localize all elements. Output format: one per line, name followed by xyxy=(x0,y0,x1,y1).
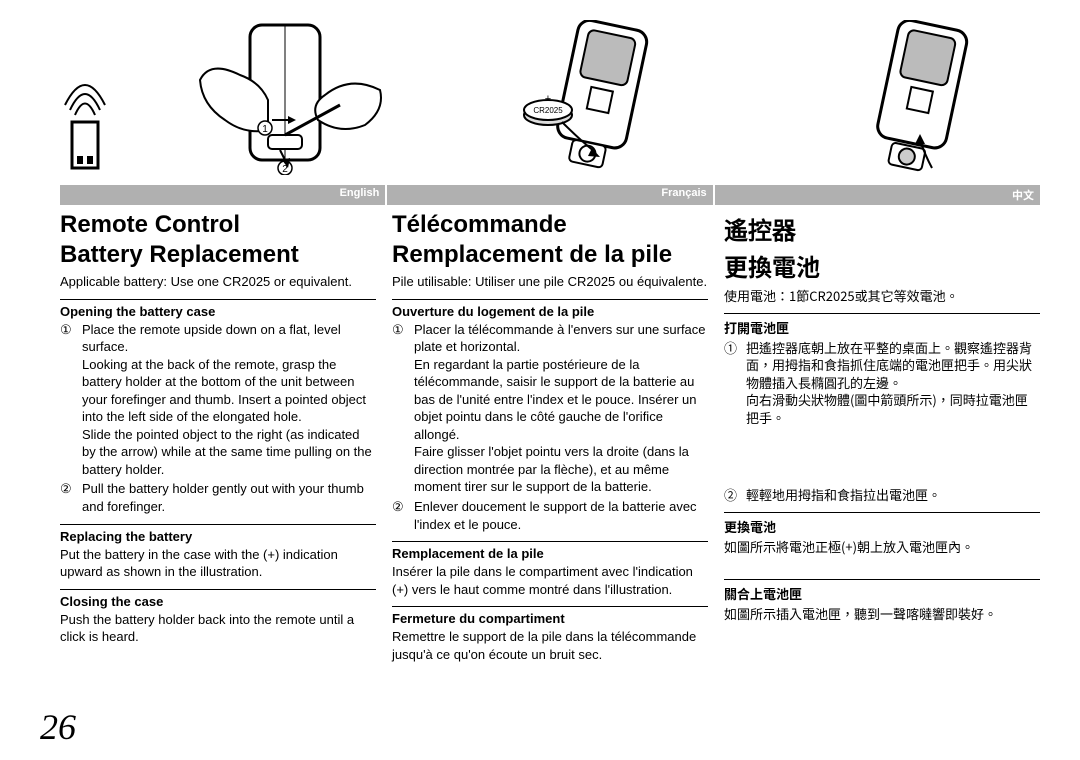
manual-page: 1 2 CR2025 + xyxy=(0,0,1080,681)
step-marker: ② xyxy=(60,480,76,515)
column-chinese: 遙控器 更換電池 使用電池：1節CR2025或其它等效電池。 打開電池匣 ①把遙… xyxy=(716,211,1040,671)
battery-replace-illustration: CR2025 + xyxy=(510,20,700,175)
open-remote-illustration: 1 2 xyxy=(190,20,390,175)
zh-sec1-step2: 輕輕地用拇指和食指拉出電池匣。 xyxy=(746,486,1040,504)
step-marker: ① xyxy=(60,321,76,479)
en-sec3-head: Closing the case xyxy=(60,594,376,609)
en-sec2-body: Put the battery in the case with the (+)… xyxy=(60,546,376,581)
fr-sec3-head: Fermeture du compartiment xyxy=(392,611,708,626)
fr-sec1-step2: Enlever doucement le support de la batte… xyxy=(414,498,708,533)
en-sec1-steps: ①Place the remote upside down on a flat,… xyxy=(60,321,376,516)
rule xyxy=(392,299,708,300)
en-sec1-step1: Place the remote upside down on a flat, … xyxy=(82,321,376,479)
rule xyxy=(60,299,376,300)
rule xyxy=(392,606,708,607)
step-marker: ① xyxy=(724,339,740,427)
en-title: Remote Control xyxy=(60,211,376,239)
rule xyxy=(60,524,376,525)
fr-sec2-body: Insérer la pile dans le compartiment ave… xyxy=(392,563,708,598)
fr-intro: Pile utilisable: Utiliser une pile CR202… xyxy=(392,273,708,291)
zh-sec1-head: 打開電池匣 xyxy=(724,318,1040,337)
fr-sec2-head: Remplacement de la pile xyxy=(392,546,708,561)
en-sec1-step2: Pull the battery holder gently out with … xyxy=(82,480,376,515)
en-sec1-head: Opening the battery case xyxy=(60,304,376,319)
lang-label-zh: 中文 xyxy=(715,185,1040,205)
illustration-row: 1 2 CR2025 + xyxy=(60,20,1040,175)
lang-label-en: English xyxy=(60,185,387,205)
zh-sec3-body: 如圖所示插入電池匣，聽到一聲喀噠響即裝好。 xyxy=(724,605,1040,623)
column-english: Remote Control Battery Replacement Appli… xyxy=(60,211,384,671)
svg-text:+: + xyxy=(545,93,551,105)
en-sec2-head: Replacing the battery xyxy=(60,529,376,544)
column-french: Télécommande Remplacement de la pile Pil… xyxy=(384,211,716,671)
page-number: 26 xyxy=(40,706,76,748)
fr-title: Télécommande xyxy=(392,211,708,239)
zh-subtitle: 更換電池 xyxy=(724,248,1040,283)
en-intro: Applicable battery: Use one CR2025 or eq… xyxy=(60,273,376,291)
signal-icon xyxy=(60,60,110,175)
svg-text:1: 1 xyxy=(262,124,268,135)
rule xyxy=(392,541,708,542)
rule xyxy=(60,589,376,590)
zh-sec3-head: 關合上電池匣 xyxy=(724,584,1040,603)
zh-intro: 使用電池：1節CR2025或其它等效電池。 xyxy=(724,287,1040,305)
language-bar: English Français 中文 xyxy=(60,185,1040,205)
zh-sec2-head: 更換電池 xyxy=(724,517,1040,536)
content-columns: Remote Control Battery Replacement Appli… xyxy=(60,211,1040,671)
step-marker: ① xyxy=(392,321,408,496)
step-marker: ② xyxy=(392,498,408,533)
en-sec3-body: Push the battery holder back into the re… xyxy=(60,611,376,646)
en-subtitle: Battery Replacement xyxy=(60,241,376,269)
fr-sec1-step1: Placer la télécommande à l'envers sur un… xyxy=(414,321,708,496)
step-marker: ② xyxy=(724,486,740,504)
close-remote-illustration xyxy=(840,20,1010,175)
zh-sec2-body: 如圖所示將電池正極(+)朝上放入電池匣內。 xyxy=(724,538,1040,556)
fr-sec1-steps: ①Placer la télécommande à l'envers sur u… xyxy=(392,321,708,534)
lang-label-fr: Français xyxy=(387,185,714,205)
zh-sec1-steps: ①把遙控器底朝上放在平整的桌面上。觀察遙控器背面，用拇指和食指抓住底端的電池匣把… xyxy=(724,339,1040,504)
zh-sec1-step1: 把遙控器底朝上放在平整的桌面上。觀察遙控器背面，用拇指和食指抓住底端的電池匣把手… xyxy=(746,339,1040,427)
fr-sec3-body: Remettre le support de la pile dans la t… xyxy=(392,628,708,663)
rule xyxy=(724,579,1040,580)
rule xyxy=(724,313,1040,314)
zh-title: 遙控器 xyxy=(724,211,1040,246)
fr-subtitle: Remplacement de la pile xyxy=(392,241,708,269)
svg-text:CR2025: CR2025 xyxy=(533,106,563,115)
rule xyxy=(724,512,1040,513)
fr-sec1-head: Ouverture du logement de la pile xyxy=(392,304,708,319)
